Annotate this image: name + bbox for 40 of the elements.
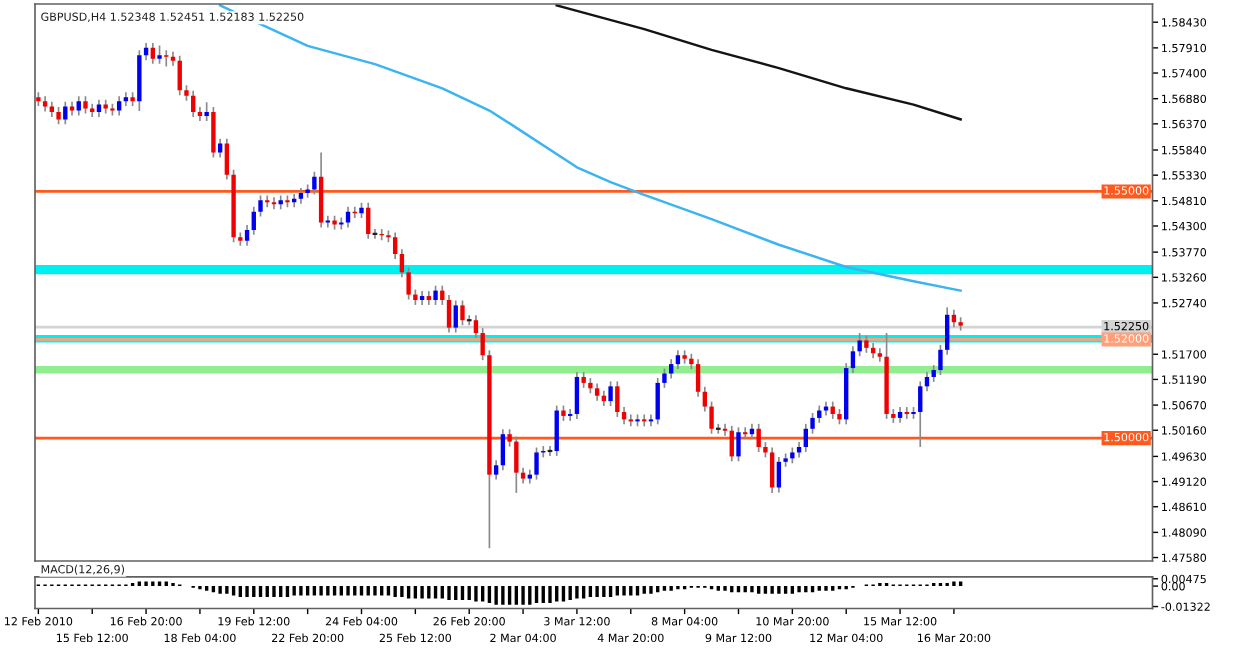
candlestick	[695, 358, 701, 398]
candlestick	[244, 224, 250, 247]
candlestick	[116, 95, 122, 117]
candlestick	[514, 435, 519, 494]
candlestick	[318, 151, 324, 229]
candlestick	[345, 205, 351, 229]
candlestick	[211, 106, 216, 159]
candlestick	[574, 371, 580, 420]
candlestick	[460, 299, 465, 326]
candlestick	[918, 380, 923, 448]
candlestick	[446, 294, 452, 334]
candlestick	[608, 380, 613, 407]
candlestick	[534, 446, 539, 481]
candlestick	[312, 170, 317, 196]
candlestick	[76, 95, 81, 117]
candlestick	[500, 428, 506, 472]
candlestick	[655, 377, 660, 426]
candlestick	[668, 358, 674, 380]
candlestick	[433, 284, 438, 306]
candlestick	[714, 423, 722, 435]
candlestick	[204, 101, 209, 122]
candlestick	[554, 404, 559, 457]
candlestick	[756, 423, 761, 453]
candlestick	[157, 44, 162, 65]
candlestick	[675, 349, 681, 370]
candlestick	[615, 380, 620, 418]
candlestick	[392, 231, 398, 260]
candlestick	[453, 299, 458, 334]
line-series	[555, 4, 962, 121]
candlestick	[164, 49, 169, 68]
candlestick	[137, 49, 142, 112]
candlestick	[769, 446, 775, 494]
candlestick	[150, 42, 155, 65]
candlestick	[366, 201, 371, 240]
candlestick	[803, 423, 808, 453]
candlestick	[251, 205, 256, 236]
candlestick	[191, 89, 196, 118]
candlestick	[493, 459, 499, 481]
candlestick	[850, 345, 856, 374]
candlestick	[736, 426, 741, 463]
